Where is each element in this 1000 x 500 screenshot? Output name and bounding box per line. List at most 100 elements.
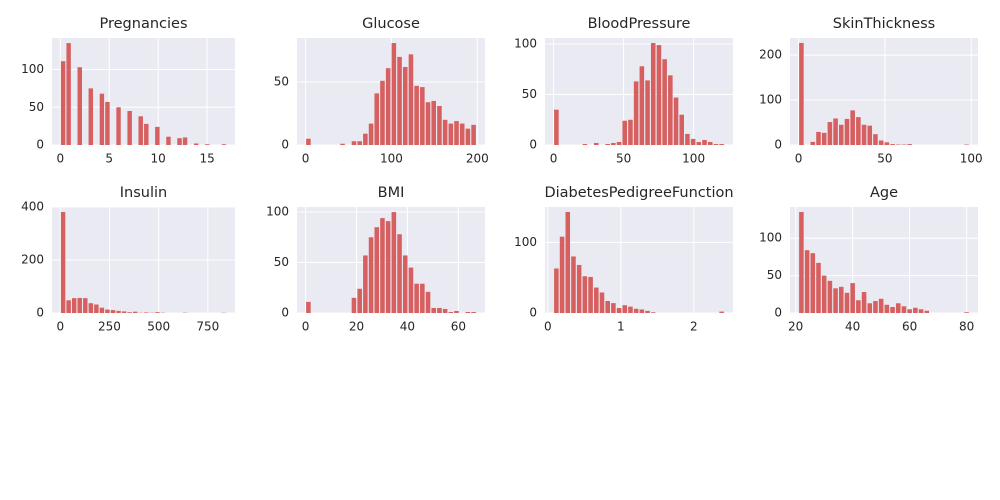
histogram-bar [821,132,827,145]
histogram-bar [833,288,838,313]
histogram-bar [668,75,673,145]
histogram-bar [690,138,696,145]
histogram-bar [890,144,895,145]
histogram-bar [628,119,633,145]
histogram-bar [374,227,380,313]
y-tick-label: 0 [281,306,289,320]
y-tick-label: 100 [759,231,782,245]
histogram-bar [838,124,844,145]
histogram-bar [357,141,362,145]
histogram-bar [844,292,850,313]
histogram-bar [182,137,188,145]
histogram-bar [99,307,105,313]
x-tick-label: 15 [199,152,214,166]
x-tick-label: 0 [56,320,64,334]
panel-title: DiabetesPedigreeFunction [544,185,733,201]
y-tick-label: 50 [29,100,44,114]
histogram-bar [437,307,442,313]
histogram-bar [357,288,362,313]
histogram-bar [861,292,867,313]
histogram-bar [616,141,622,145]
histogram-bar [622,305,628,313]
histogram-bar [205,144,210,145]
histogram-bar [821,275,827,313]
histogram-bar [60,212,66,313]
histogram-bar [645,80,650,145]
histogram-bar [856,300,861,313]
histogram-bar [465,128,471,145]
y-tick-label: 100 [21,62,44,76]
histogram-bar [397,234,402,313]
y-tick-label: 0 [281,138,289,152]
histogram-bar [391,43,397,145]
histogram-bar [110,310,116,313]
plot-background [52,38,235,145]
y-tick-label: 0 [529,306,537,320]
y-tick-label: 100 [514,37,537,51]
histogram-bar [616,308,622,313]
y-tick-label: 100 [266,205,289,219]
panel-title: SkinThickness [833,16,935,32]
histogram-bar [844,118,850,145]
histogram-bar [420,87,425,145]
histogram-bar [702,139,707,145]
panel-title: BMI [378,185,405,201]
y-tick-label: 0 [774,138,782,152]
histogram-bar [593,142,599,145]
histogram-bar [306,301,311,313]
y-tick-label: 50 [522,87,537,101]
histogram-bar [611,303,616,313]
histogram-bar [850,283,855,313]
x-tick-label: 0 [550,152,558,166]
histogram-bar [132,311,138,313]
histogram-bar [221,144,227,145]
y-tick-label: 0 [36,306,44,320]
histogram-bar [454,121,459,145]
histogram-bar [471,124,476,145]
y-tick-label: 50 [274,75,289,89]
histogram-bar [645,310,650,313]
histogram-bar [60,61,66,145]
histogram-bar [816,262,821,313]
histogram-bar [907,144,912,145]
histogram-bar [448,123,454,145]
histogram-bar [459,123,465,145]
histogram-bar [964,312,969,313]
histogram-bar [827,122,833,145]
y-tick-label: 50 [274,255,289,269]
x-tick-label: 10 [151,152,166,166]
histogram-bar [83,298,88,313]
histogram-bar [628,306,633,313]
histogram-bar [71,298,77,313]
x-tick-label: 0 [56,152,64,166]
histogram-bar [633,81,639,145]
x-tick-label: 5 [105,152,113,166]
histogram-bar [873,301,878,313]
histogram-bar [368,237,374,313]
histogram-bar [471,311,476,313]
histogram-bar [351,141,357,145]
x-tick-label: 60 [902,320,917,334]
histogram-bar [816,131,821,145]
histogram-bar [650,312,656,313]
x-tick-label: 20 [349,320,364,334]
histogram-bar [804,250,810,313]
histogram-bar [166,136,171,145]
histogram-bar [605,300,610,313]
histogram-bar [105,101,110,145]
histogram-bar [127,111,132,145]
x-tick-label: 40 [845,320,860,334]
histogram-bar [559,236,565,313]
histogram-bar [850,110,855,145]
histogram-bar [193,143,199,145]
histogram-bar [77,67,82,145]
histogram-bar [99,93,105,145]
histogram-bar [77,297,82,313]
histogram-bar [713,143,719,145]
x-tick-label: 50 [616,152,631,166]
histogram-bar [368,123,374,145]
histogram-bar [679,114,685,145]
histogram-bar [425,291,431,313]
histogram-bar [838,286,844,313]
